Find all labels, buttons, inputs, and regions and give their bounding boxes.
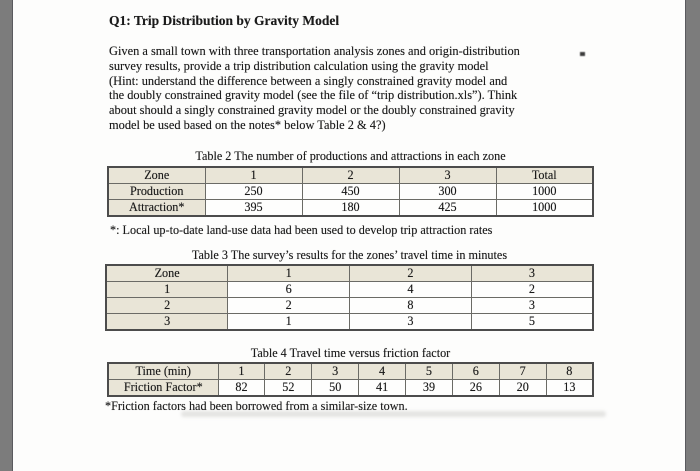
row-label-cell: Attraction* [107, 199, 206, 217]
data-cell: 1000 [495, 183, 594, 200]
header-cell: 3 [398, 166, 497, 184]
header-cell: 3 [470, 264, 594, 282]
data-cell: 4 [349, 281, 472, 298]
table-header-row: Time (min) 1 2 3 4 5 6 7 8 [107, 362, 594, 380]
header-cell: 8 [545, 362, 594, 380]
table3-caption: Table 3 The survey’s results for the zon… [191, 248, 508, 262]
table-travel-times: Zone 1 2 3 1 6 4 2 2 2 8 3 3 1 3 5 [105, 264, 594, 331]
question-title: Q1: Trip Distribution by Gravity Model [109, 13, 340, 28]
data-cell: 5 [470, 313, 594, 331]
table4-caption: Table 4 Travel time versus friction fact… [250, 346, 451, 360]
header-cell: 1 [227, 264, 350, 282]
data-cell: 2 [470, 281, 594, 298]
table-header-row: Zone 1 2 3 [105, 264, 594, 282]
header-cell: 2 [301, 166, 400, 184]
data-cell: 3 [349, 313, 472, 331]
row-label-cell: Friction Factor* [107, 379, 219, 397]
table-productions-attractions: Zone 1 2 3 Total Production 250 450 300 … [107, 166, 594, 217]
data-cell: 2 [227, 297, 350, 314]
data-cell: 425 [398, 199, 497, 217]
header-cell: Zone [105, 264, 229, 282]
row-label-cell: 2 [105, 297, 229, 314]
row-label-cell: Production [107, 183, 206, 200]
table-row: Attraction* 395 180 425 1000 [107, 199, 594, 217]
table-friction-factors: Time (min) 1 2 3 4 5 6 7 8 Friction Fact… [107, 362, 594, 397]
header-cell: 3 [311, 362, 360, 380]
data-cell: 26 [451, 379, 500, 397]
data-cell: 82 [217, 379, 266, 397]
data-cell: 13 [545, 379, 594, 397]
data-cell: 180 [301, 199, 400, 217]
header-cell: Time (min) [107, 362, 219, 380]
document-page: Q1: Trip Distribution by Gravity Model G… [12, 0, 686, 471]
header-cell: 2 [349, 264, 472, 282]
question-body: Given a small town with three transporta… [109, 44, 520, 133]
body-line: Given a small town with three transporta… [109, 44, 520, 58]
body-line: survey results, provide a trip distribut… [109, 58, 489, 73]
table2-footnote: *: Local up-to-date land-use data had be… [110, 223, 493, 237]
table-row: 2 2 8 3 [105, 297, 594, 314]
table2-caption: Table 2 The number of productions and at… [195, 149, 506, 163]
data-cell: 250 [204, 183, 303, 200]
row-label-cell: 3 [105, 313, 229, 331]
header-cell: Total [495, 166, 594, 184]
body-line: model be used based on the notes* below … [109, 117, 386, 132]
table-row: 1 6 4 2 [105, 281, 594, 298]
data-cell: 8 [349, 297, 472, 314]
header-cell: 1 [204, 166, 303, 184]
header-cell: 1 [217, 362, 266, 380]
header-cell: 7 [498, 362, 547, 380]
body-line: about should a singly constrained gravit… [109, 103, 515, 118]
data-cell: 450 [301, 183, 400, 200]
table4-footnote: *Friction factors had been borrowed from… [105, 399, 408, 413]
header-cell: 2 [264, 362, 313, 380]
data-cell: 300 [398, 183, 497, 200]
data-cell: 52 [264, 379, 313, 397]
table-row: 3 1 3 5 [105, 313, 594, 331]
data-cell: 39 [405, 379, 453, 397]
data-cell: 20 [498, 379, 547, 397]
body-line: the doubly constrained gravity model (se… [109, 88, 518, 103]
bleed-through-artifact [181, 411, 606, 417]
header-cell: 6 [451, 362, 500, 380]
data-cell: 41 [358, 379, 406, 397]
header-cell: 4 [358, 362, 406, 380]
data-cell: 1 [227, 313, 350, 331]
table-header-row: Zone 1 2 3 Total [107, 166, 594, 184]
body-line: (Hint: understand the difference between… [109, 73, 508, 88]
data-cell: 3 [470, 297, 594, 314]
row-label-cell: 1 [105, 281, 229, 298]
data-cell: 6 [227, 281, 350, 298]
table-row: Production 250 450 300 1000 [107, 183, 594, 200]
data-cell: 1000 [495, 199, 594, 217]
table-row: Friction Factor* 82 52 50 41 39 26 20 13 [107, 379, 594, 397]
data-cell: 50 [311, 379, 360, 397]
data-cell: 395 [204, 199, 303, 217]
header-cell: Zone [107, 166, 206, 184]
scan-speck-artifact [580, 52, 585, 56]
header-cell: 5 [405, 362, 453, 380]
